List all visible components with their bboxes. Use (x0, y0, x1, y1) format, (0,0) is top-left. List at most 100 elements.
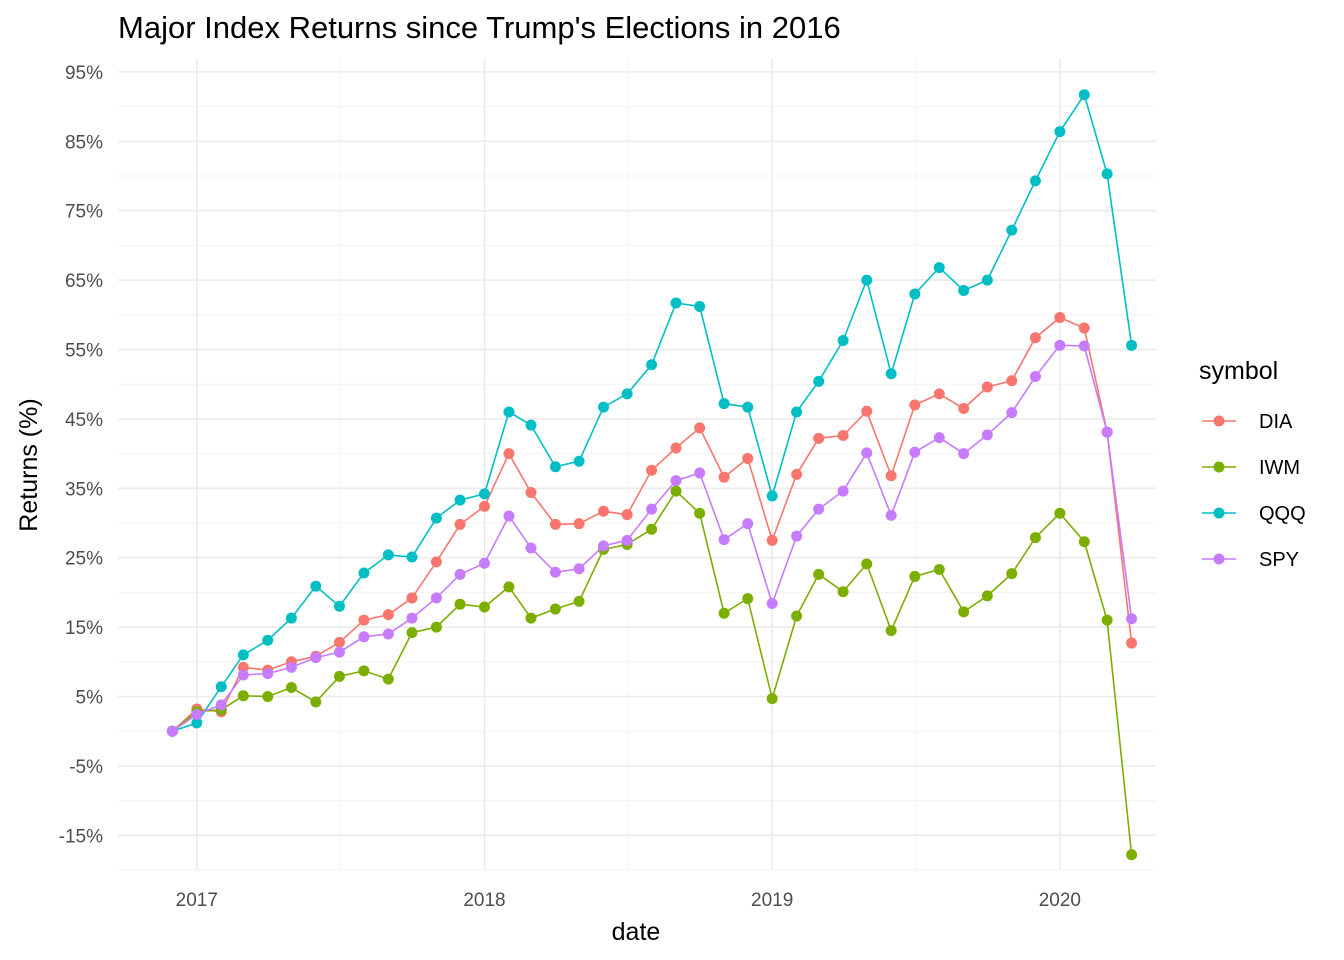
data-point (718, 398, 730, 410)
y-tick-label: 65% (65, 271, 103, 292)
x-axis-tick-labels: 2017 2018 2019 2020 (176, 890, 1081, 911)
y-tick-label: 5% (76, 687, 104, 708)
data-point (885, 470, 897, 482)
data-point (333, 636, 345, 648)
data-point (525, 612, 537, 624)
data-point (310, 652, 322, 664)
data-point (981, 381, 993, 393)
data-point (909, 570, 921, 582)
data-point (718, 607, 730, 619)
y-tick-label: 15% (65, 618, 103, 639)
data-point (454, 598, 466, 610)
data-point (525, 486, 537, 498)
data-point (646, 464, 658, 476)
data-point (861, 447, 873, 459)
y-tick-label: 25% (65, 549, 103, 570)
data-point (573, 518, 585, 530)
series-qqq (166, 89, 1138, 737)
x-tick-label: 2020 (1039, 890, 1081, 911)
data-point (837, 485, 849, 497)
series-line-qqq (172, 92, 1133, 732)
y-tick-label: 75% (65, 202, 103, 223)
data-point (191, 709, 203, 721)
data-point (670, 297, 682, 309)
data-point (766, 534, 778, 546)
chart-title: Major Index Returns since Trump's Electi… (118, 10, 841, 45)
data-point (215, 681, 227, 693)
data-point (694, 300, 706, 312)
data-point (1126, 339, 1138, 351)
data-point (885, 625, 897, 637)
data-point (285, 681, 297, 693)
y-tick-label: -15% (59, 826, 103, 847)
data-point (958, 606, 970, 618)
data-point (333, 646, 345, 658)
data-point (262, 634, 274, 646)
data-point (503, 581, 515, 593)
data-point (1054, 507, 1066, 519)
legend-key-point (1213, 415, 1225, 427)
data-point (549, 603, 561, 615)
data-point (1078, 322, 1090, 334)
legend-item-qqq: QQQ (1202, 503, 1306, 525)
data-point (454, 568, 466, 580)
y-axis-title: Returns (%) (15, 398, 43, 531)
data-point (1006, 375, 1018, 387)
data-point (358, 665, 370, 677)
y-tick-label: 55% (65, 340, 103, 361)
data-point (358, 567, 370, 579)
data-point (621, 509, 633, 521)
data-point (382, 549, 394, 561)
data-point (861, 558, 873, 570)
data-point (646, 503, 658, 515)
data-point (1006, 568, 1018, 580)
data-point (333, 670, 345, 682)
y-tick-label: 85% (65, 132, 103, 153)
data-point (742, 401, 754, 413)
data-point (766, 693, 778, 705)
data-point (621, 534, 633, 546)
data-point (791, 530, 803, 542)
data-point (262, 668, 274, 680)
data-point (1029, 332, 1041, 344)
data-point (237, 649, 249, 661)
legend-label: QQQ (1259, 503, 1306, 525)
legend: symbol DIA IWM QQQ SPY (1199, 357, 1306, 571)
data-point (670, 442, 682, 454)
series-iwm (166, 485, 1138, 861)
data-point (310, 696, 322, 708)
data-point (646, 523, 658, 535)
legend-label: SPY (1259, 549, 1299, 571)
data-point (406, 612, 418, 624)
data-point (933, 563, 945, 575)
data-point (1101, 614, 1113, 626)
data-point (549, 518, 561, 530)
data-point (430, 512, 442, 524)
data-point (406, 627, 418, 639)
data-point (430, 621, 442, 633)
data-point (1126, 849, 1138, 861)
x-axis-title: date (612, 918, 661, 946)
x-tick-label: 2018 (463, 890, 505, 911)
data-point (1054, 339, 1066, 351)
minor-gridlines (118, 58, 1156, 871)
data-point (694, 507, 706, 519)
legend-key-point (1213, 553, 1225, 565)
y-tick-label: 35% (65, 479, 103, 500)
data-point (1101, 168, 1113, 180)
x-tick-label: 2017 (176, 890, 218, 911)
data-point (310, 580, 322, 592)
data-point (503, 406, 515, 418)
data-point (478, 557, 490, 569)
data-point (813, 432, 825, 444)
data-point (1078, 340, 1090, 352)
data-point (573, 455, 585, 467)
data-point (1101, 426, 1113, 438)
data-point (382, 609, 394, 621)
legend-item-iwm: IWM (1202, 457, 1300, 479)
data-point (909, 446, 921, 458)
data-point (166, 725, 178, 737)
data-point (454, 518, 466, 530)
data-point (958, 402, 970, 414)
data-point (958, 448, 970, 460)
